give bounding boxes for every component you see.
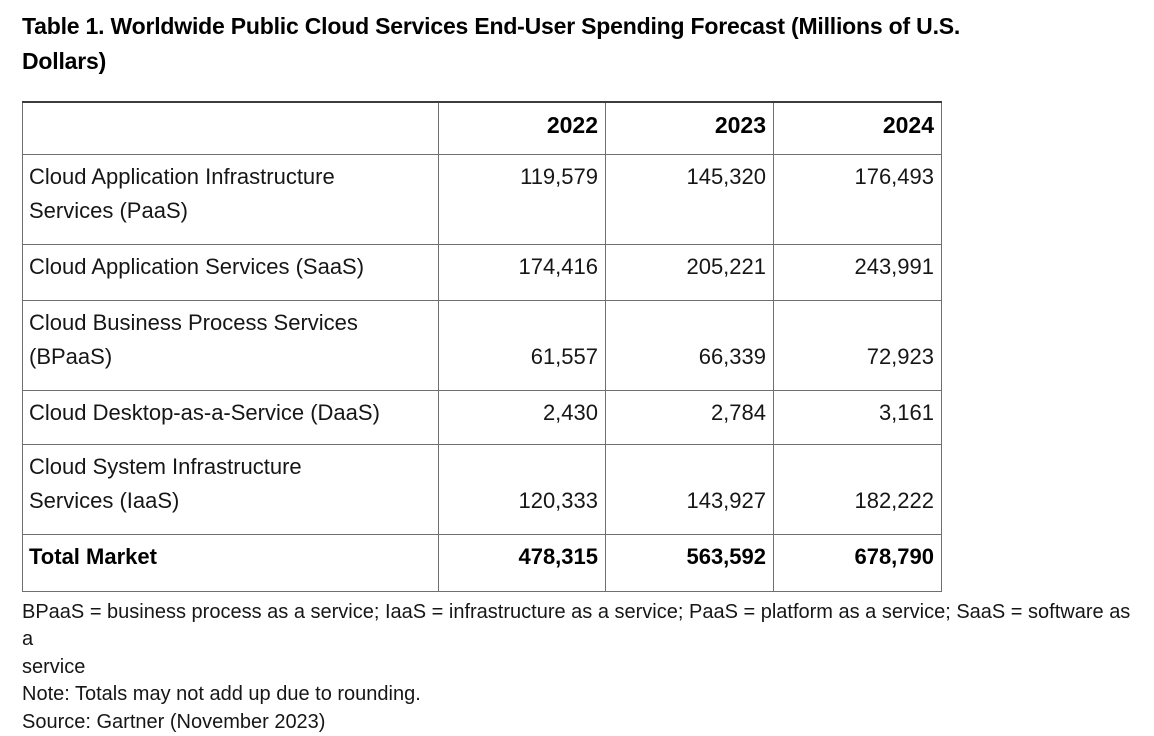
- column-header-2023: 2023: [606, 102, 774, 154]
- value-daas-2024: 3,161: [774, 390, 942, 444]
- row-label-total-market: Total Market: [23, 534, 439, 591]
- footnote-source: Source: Gartner (November 2023): [22, 709, 1132, 736]
- value-daas-2022: 2,430: [439, 390, 606, 444]
- row-label-paas: Cloud Application Infrastructure Service…: [23, 154, 439, 244]
- value-iaas-2024: 182,222: [774, 444, 942, 534]
- table-row-iaas: Cloud System Infrastructure Services (Ia…: [23, 444, 942, 534]
- column-header-2022: 2022: [439, 102, 606, 154]
- value-bpaas-2022: 61,557: [439, 300, 606, 390]
- table-row-daas: Cloud Desktop-as-a-Service (DaaS) 2,430 …: [23, 390, 942, 444]
- row-label-iaas: Cloud System Infrastructure Services (Ia…: [23, 444, 439, 534]
- value-total-2022: 478,315: [439, 534, 606, 591]
- footnote-abbreviations: BPaaS = business process as a service; I…: [22, 599, 1132, 682]
- table-row-total-market: Total Market 478,315 563,592 678,790: [23, 534, 942, 591]
- value-iaas-2023: 143,927: [606, 444, 774, 534]
- value-iaas-2022: 120,333: [439, 444, 606, 534]
- column-header-2024: 2024: [774, 102, 942, 154]
- value-saas-2023: 205,221: [606, 244, 774, 300]
- value-saas-2024: 243,991: [774, 244, 942, 300]
- value-daas-2023: 2,784: [606, 390, 774, 444]
- row-label-saas: Cloud Application Services (SaaS): [23, 244, 439, 300]
- table-row-saas: Cloud Application Services (SaaS) 174,41…: [23, 244, 942, 300]
- table-header-row: 2022 2023 2024: [23, 102, 942, 154]
- value-paas-2022: 119,579: [439, 154, 606, 244]
- footnote-note: Note: Totals may not add up due to round…: [22, 681, 1132, 709]
- table-row-bpaas: Cloud Business Process Services (BPaaS) …: [23, 300, 942, 390]
- table-row-paas: Cloud Application Infrastructure Service…: [23, 154, 942, 244]
- value-bpaas-2024: 72,923: [774, 300, 942, 390]
- value-total-2023: 563,592: [606, 534, 774, 591]
- page-title: Table 1. Worldwide Public Cloud Services…: [22, 9, 1102, 79]
- value-bpaas-2023: 66,339: [606, 300, 774, 390]
- spending-forecast-table: 2022 2023 2024 Cloud Application Infrast…: [22, 101, 942, 592]
- column-header-blank: [23, 102, 439, 154]
- page-root: Table 1. Worldwide Public Cloud Services…: [0, 9, 1154, 736]
- value-total-2024: 678,790: [774, 534, 942, 591]
- value-paas-2023: 145,320: [606, 154, 774, 244]
- footnotes: BPaaS = business process as a service; I…: [22, 599, 1132, 736]
- value-saas-2022: 174,416: [439, 244, 606, 300]
- value-paas-2024: 176,493: [774, 154, 942, 244]
- row-label-daas: Cloud Desktop-as-a-Service (DaaS): [23, 390, 439, 444]
- row-label-bpaas: Cloud Business Process Services (BPaaS): [23, 300, 439, 390]
